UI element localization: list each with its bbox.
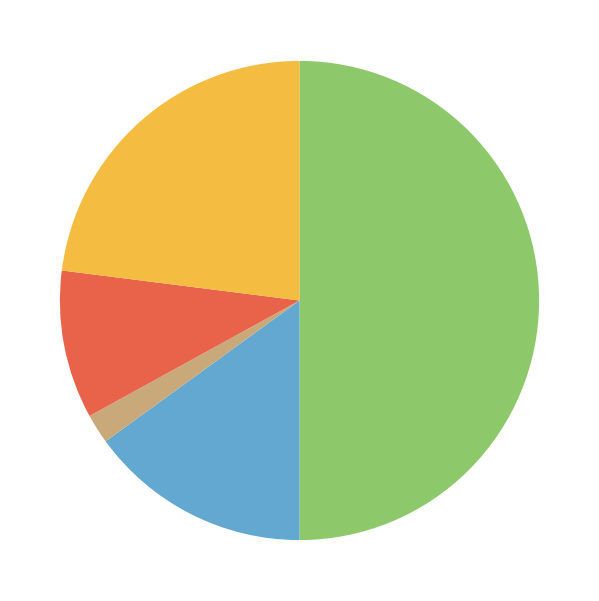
Wedge shape: [60, 270, 300, 416]
Wedge shape: [300, 61, 539, 540]
Wedge shape: [105, 300, 300, 540]
Wedge shape: [62, 61, 300, 300]
Wedge shape: [89, 300, 300, 441]
